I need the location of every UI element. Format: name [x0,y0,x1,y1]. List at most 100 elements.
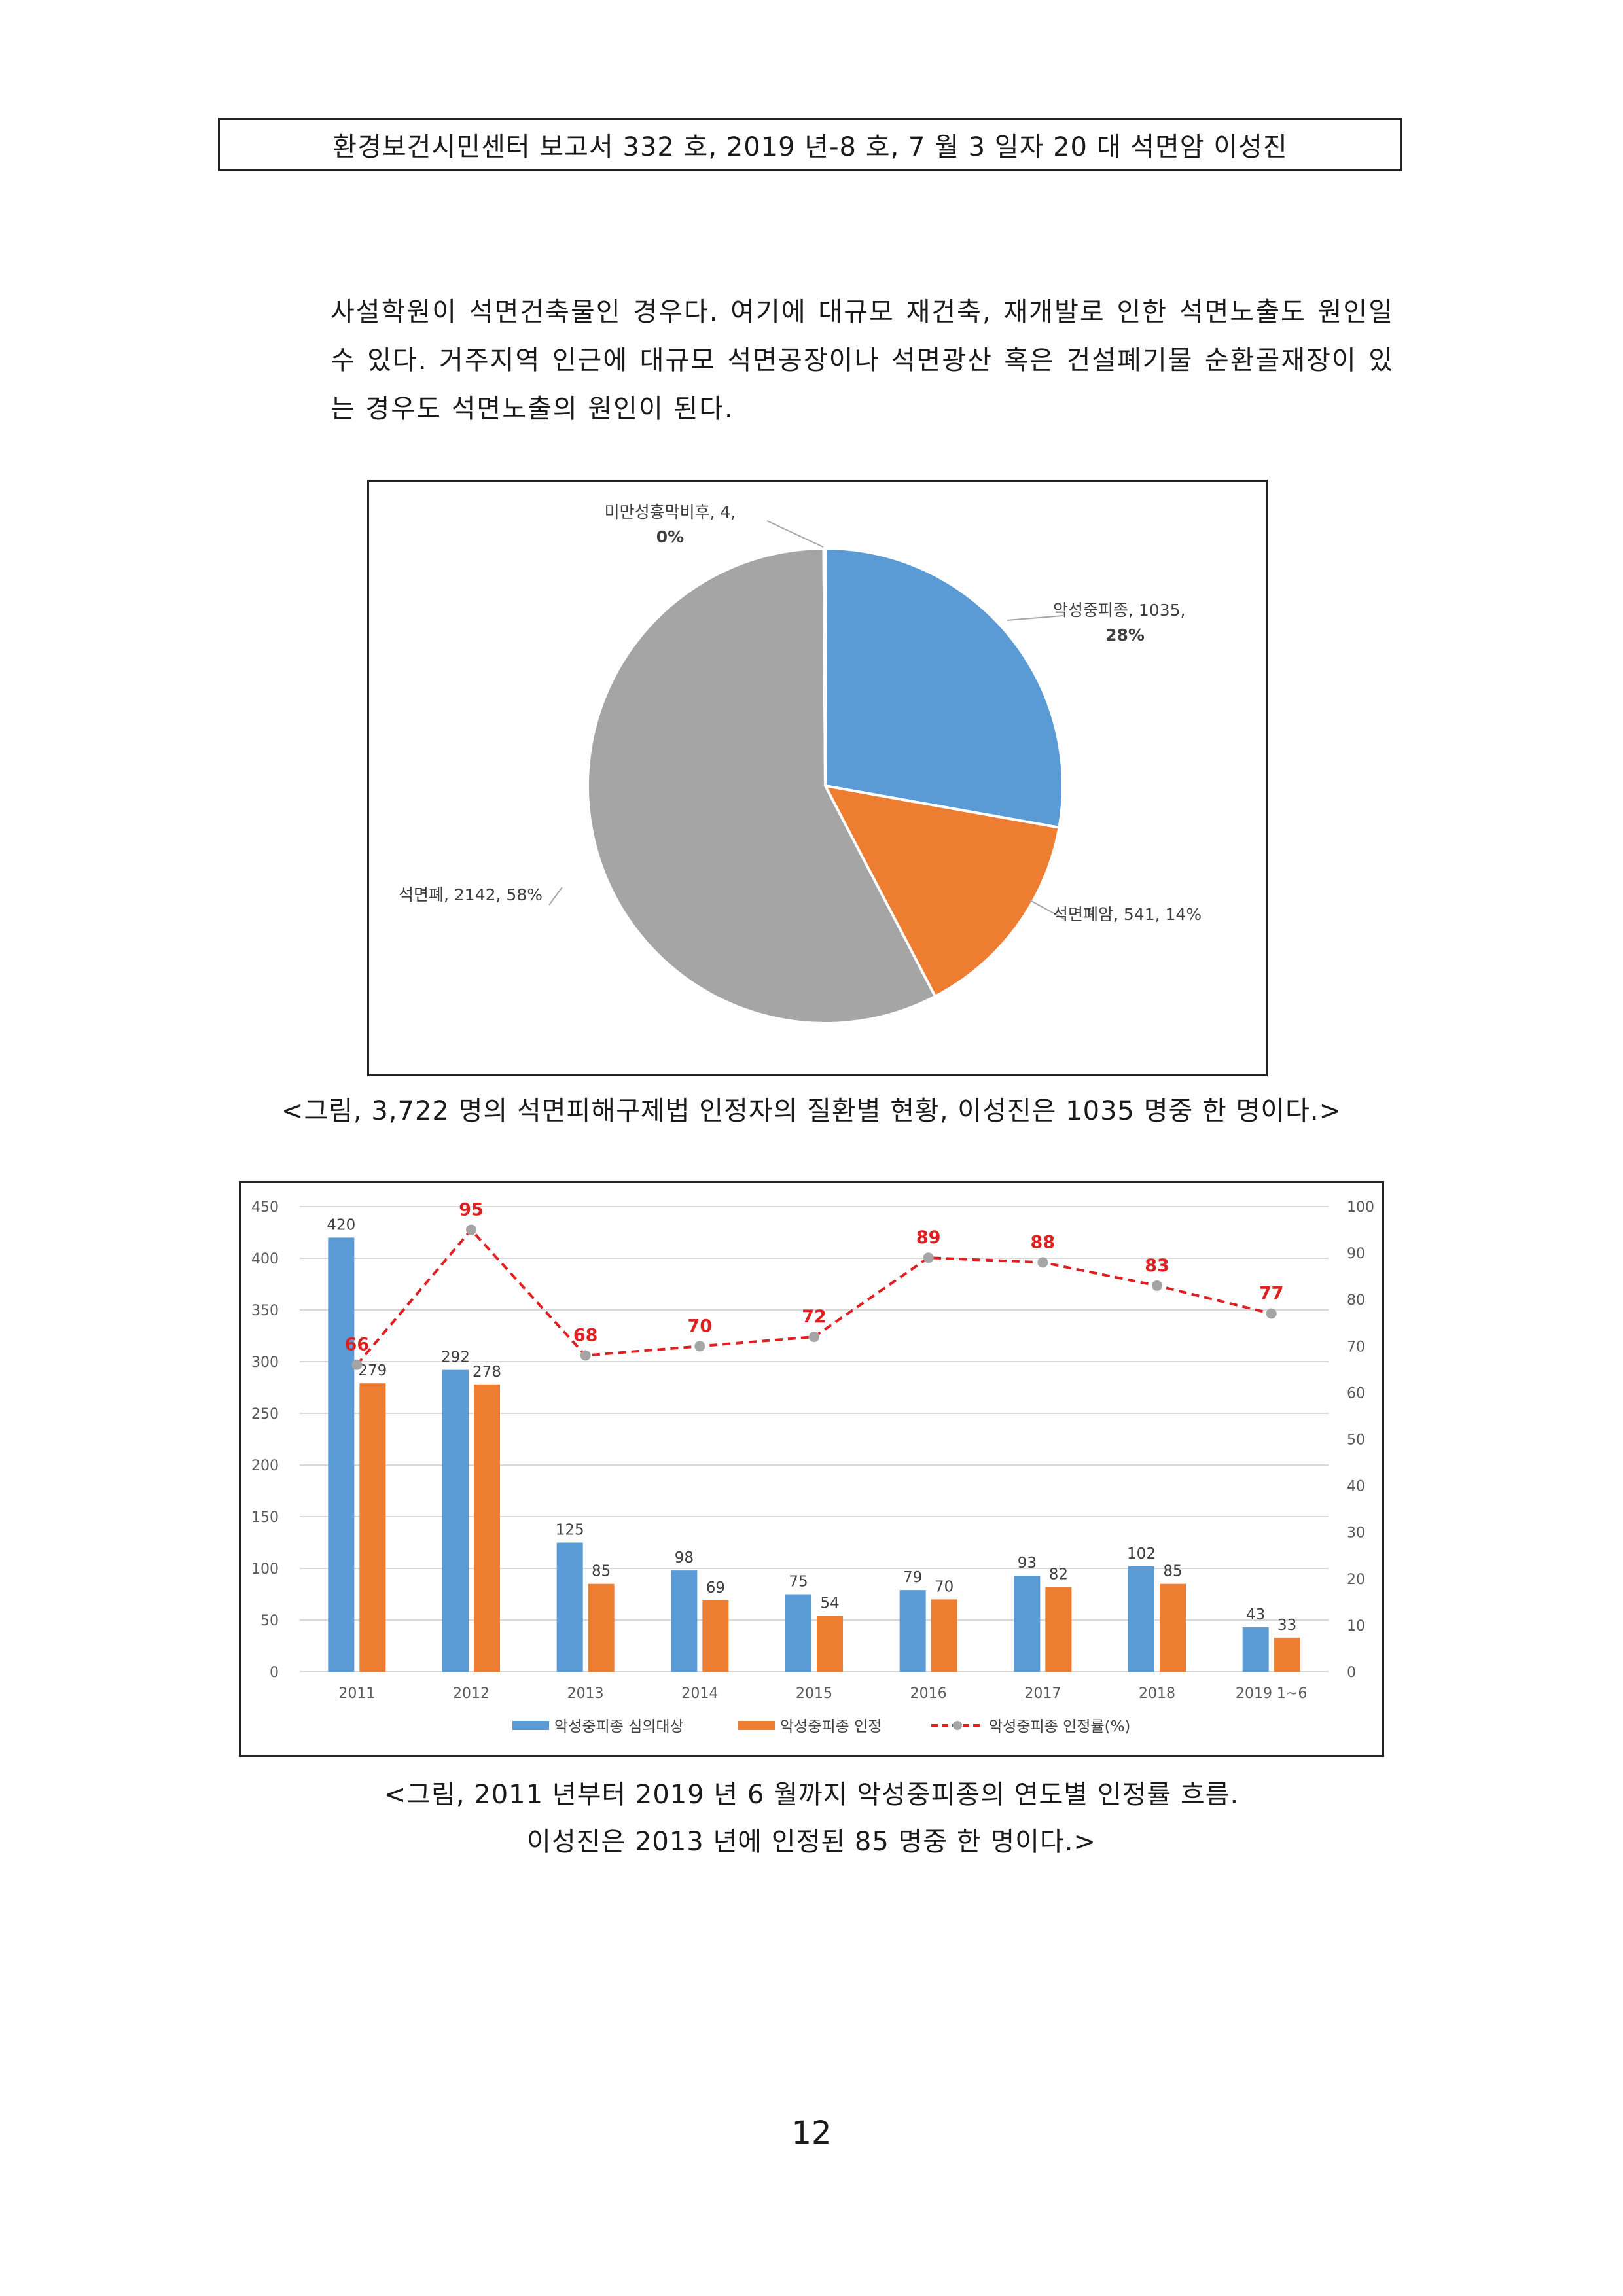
rate-data-label: 88 [1031,1232,1056,1252]
bar [1014,1576,1041,1672]
bar [1274,1637,1300,1672]
bar [1128,1566,1154,1672]
y-tick-label-left: 250 [251,1406,279,1422]
rate-data-label: 66 [345,1335,370,1355]
pie-leader-line [766,520,824,548]
bar-data-label: 75 [789,1574,808,1591]
pie-leader-line [1007,615,1063,621]
legend-label: 악성중피종 인정률(%) [989,1718,1130,1735]
bar [328,1237,355,1672]
bar-data-label: 33 [1277,1617,1296,1634]
bar-data-label: 279 [358,1362,387,1379]
x-tick-label: 2014 [681,1686,718,1702]
pie-data-label: 석면폐암, 541, 14% [1053,905,1202,924]
y-tick-label-left: 350 [251,1303,279,1319]
bar-chart-frame: 0 50 100 150 200 250 300 350 400 450 0 10 20 30 40 50 60… [239,1181,1384,1757]
bar [899,1590,926,1672]
pie-data-label: 28% [1105,626,1145,645]
y-tick-label-right: 80 [1347,1292,1365,1309]
legend-label: 악성중피종 심의대상 [554,1718,684,1735]
pie-leader-line [1029,900,1067,921]
x-tick-label: 2015 [796,1686,832,1702]
rate-data-label: 83 [1145,1256,1169,1276]
x-tick-label: 2012 [453,1686,490,1702]
bar-data-label: 54 [820,1595,839,1612]
x-tick-label: 2016 [910,1686,947,1702]
rate-point [923,1252,934,1263]
rate-point [1037,1257,1048,1268]
x-tick-label: 2017 [1024,1686,1061,1702]
rate-data-label: 77 [1259,1284,1284,1304]
pie-chart-frame: 악성중피종, 1035, 28% 석면폐암, 541, 14% 석면폐, 2142, … [367,480,1268,1076]
y-tick-label-left: 100 [251,1561,279,1578]
rate-point [1266,1308,1277,1319]
rate-line [355,1227,1272,1366]
bar-data-label: 93 [1018,1555,1037,1572]
bar-data-label: 102 [1127,1545,1156,1563]
figure1-caption: <그림, 3,722 명의 석면피해구제법 인정자의 질환별 현황, 이성진은 … [281,1096,1342,1126]
bar-data-label: 69 [706,1580,725,1597]
rate-point [351,1359,363,1370]
legend-swatch [738,1721,775,1730]
y-tick-label-right: 30 [1347,1525,1365,1542]
bar [442,1369,469,1672]
rate-data-label: 95 [459,1200,484,1220]
x-tick-label: 2011 [338,1686,375,1702]
x-tick-label: 2019 1~6 [1236,1686,1307,1702]
bar [474,1384,500,1672]
y-tick-label-right: 0 [1347,1665,1356,1681]
legend-marker [953,1721,962,1730]
figure2-caption-line2: 이성진은 2013 년에 인정된 85 명중 한 명이다.> [527,1827,1096,1857]
body-paragraph: 사설학원이 석면건축물인 경우다. 여기에 대규모 재건축, 재개발로 인한 석… [330,297,1394,424]
y-tick-label-right: 50 [1347,1432,1365,1449]
legend-swatch [512,1721,549,1730]
rate-point [809,1332,819,1343]
pie-slice [824,546,1065,830]
bar [588,1583,615,1672]
report-header-text: 환경보건시민센터 보고서 332 호, 2019 년-8 호, 7 월 3 일자… [332,132,1288,162]
bar [1242,1627,1269,1672]
rate-data-label: 68 [573,1326,598,1346]
bar-data-label: 292 [441,1349,470,1366]
bar-data-label: 43 [1246,1606,1265,1623]
bar-data-label: 420 [327,1216,355,1233]
bar-data-label: 125 [556,1522,584,1539]
rate-data-label: 89 [916,1227,941,1248]
pie-chart: 악성중피종, 1035, 28% 석면폐암, 541, 14% 석면폐, 2142, … [399,503,1202,1025]
y-tick-label-left: 50 [260,1613,279,1629]
pie-leader-line [548,887,563,906]
y-tick-label-left: 150 [251,1510,279,1526]
y-tick-label-left: 200 [251,1458,279,1474]
x-tick-label: 2018 [1139,1686,1175,1702]
pie-data-label: 0% [656,527,684,546]
rate-data-label: 72 [802,1307,827,1327]
page-number: 12 [791,2115,832,2151]
bar [1160,1583,1186,1672]
rate-point [1152,1280,1162,1291]
bar-line-chart: 0 50 100 150 200 250 300 350 400 450 0 10 20 30 40 50 60… [251,1199,1374,1735]
bar-data-label: 278 [473,1364,501,1381]
y-tick-label-right: 90 [1347,1246,1365,1262]
bar [671,1570,698,1672]
y-tick-label-right: 40 [1347,1479,1365,1495]
legend-label: 악성중피종 인정 [780,1718,882,1735]
rate-data-label: 70 [688,1316,713,1336]
pie-data-label: 악성중피종, 1035, [1053,601,1185,620]
bar [817,1616,843,1672]
y-tick-label-right: 60 [1347,1385,1365,1402]
y-tick-label-right: 20 [1347,1572,1365,1588]
bar [1045,1587,1072,1672]
y-tick-label-right: 10 [1347,1618,1365,1634]
y-tick-label-left: 0 [270,1665,279,1681]
pie-data-label: 미만성흉막비후, 4, [605,503,736,521]
bar-data-label: 85 [1163,1563,1182,1580]
bar [931,1599,957,1672]
bar [785,1594,812,1672]
rate-point [580,1350,591,1361]
bar-data-label: 98 [675,1549,694,1566]
bar-data-label: 82 [1049,1566,1068,1583]
bar-data-label: 79 [903,1569,922,1586]
y-tick-label-left: 300 [251,1354,279,1371]
figure2-caption-line1: <그림, 2011 년부터 2019 년 6 월까지 악성중피종의 연도별 인정… [383,1780,1240,1810]
report-header: 환경보건시민센터 보고서 332 호, 2019 년-8 호, 7 월 3 일자… [218,118,1402,171]
